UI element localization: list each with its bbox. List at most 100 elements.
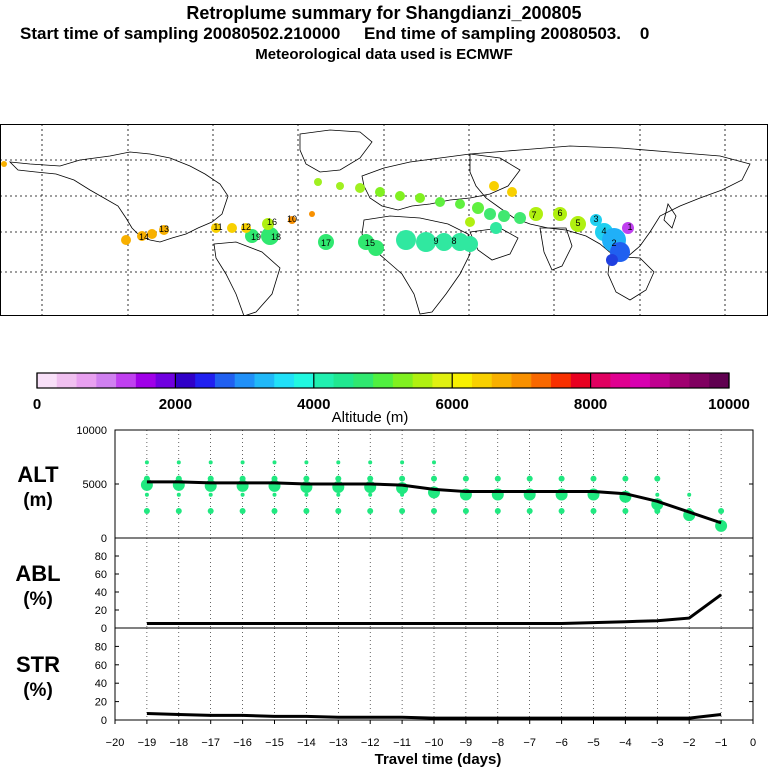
- plume-point: [318, 234, 334, 250]
- scatter-point: [368, 460, 373, 465]
- y-tick-label: 40: [95, 678, 107, 690]
- scatter-point: [208, 492, 213, 497]
- scatter-point: [431, 508, 437, 514]
- colorbar-cell: [56, 373, 78, 388]
- plume-point: [570, 216, 586, 232]
- x-axis-label: Travel time (days): [375, 751, 502, 768]
- colorbar-cell: [491, 373, 513, 388]
- plume-point: [489, 181, 499, 191]
- colorbar-tick-label: 2000: [159, 396, 192, 413]
- plume-point: [309, 211, 315, 217]
- panel-ylabel: STR: [16, 652, 60, 677]
- plume-point: [336, 182, 344, 190]
- scatter-point: [399, 508, 406, 514]
- scatter-point: [304, 460, 309, 465]
- y-tick-label: 0: [101, 533, 107, 545]
- series-line: [146, 480, 722, 525]
- plume-day-label: 3: [593, 214, 598, 224]
- colorbar-cell: [214, 373, 236, 388]
- colorbar-cell: [511, 373, 532, 388]
- colorbar-cell: [452, 373, 473, 388]
- colorbar-cell: [570, 373, 592, 388]
- plume-point: [465, 217, 475, 227]
- scatter-point: [335, 475, 342, 482]
- x-tick-label: −20: [106, 737, 125, 749]
- colorbar-cell: [274, 373, 295, 388]
- colorbar-cell: [116, 373, 137, 388]
- y-tick-label: 40: [95, 587, 107, 599]
- plume-day-label: 13: [159, 224, 169, 234]
- x-tick-label: −18: [169, 737, 188, 749]
- retroplume-map: 19 18 17 16 15 14 13 12 11 10 9 8 7 6 5 43 2 1: [0, 124, 768, 316]
- y-tick-label: 80: [95, 551, 107, 563]
- series-line: [146, 712, 722, 720]
- plume-day-label: 7: [531, 210, 536, 220]
- plume-point: [368, 240, 384, 256]
- scatter-point: [526, 475, 533, 482]
- colorbar-cell: [333, 373, 354, 388]
- plume-day-label: 18: [271, 232, 281, 242]
- panel-ylabel: ABL: [15, 561, 60, 586]
- y-tick-label: 60: [95, 569, 107, 581]
- plume-day-label: 15: [365, 238, 375, 248]
- plume-point: [395, 191, 405, 201]
- scatter-point: [175, 508, 182, 514]
- plume-day-label: 14: [139, 232, 149, 242]
- colorbar-cell: [630, 373, 651, 388]
- x-tick-label: −5: [587, 737, 600, 749]
- plume-point: [490, 222, 502, 234]
- plume-point: [245, 229, 259, 243]
- plume-point: [1, 161, 7, 167]
- plume-point: [227, 223, 237, 233]
- y-tick-label: 5000: [83, 479, 107, 491]
- plume-day-label: 8: [451, 236, 456, 246]
- scatter-point: [335, 508, 342, 514]
- plume-day-label: 4: [601, 226, 606, 236]
- scatter-point: [272, 460, 277, 465]
- scatter-point: [207, 508, 214, 514]
- india-coast: [539, 227, 573, 271]
- scatter-point: [144, 460, 149, 465]
- colorbar-tick-label: 4000: [297, 396, 330, 413]
- plume-point: [484, 208, 496, 220]
- japan-coast: [663, 203, 677, 229]
- colorbar-tick-label: 0: [33, 396, 41, 413]
- greenland-coast: [299, 129, 373, 173]
- x-tick-label: −8: [492, 737, 505, 749]
- x-tick-label: 0: [750, 737, 756, 749]
- plume-point: [590, 214, 602, 226]
- plume-day-label: 6: [557, 208, 562, 218]
- north-america-coast: [8, 151, 229, 243]
- scatter-point: [207, 475, 214, 482]
- colorbar-cell: [471, 373, 493, 388]
- plume-day-label: 10: [287, 214, 297, 224]
- x-tick-label: −11: [393, 737, 411, 749]
- plume-point: [314, 178, 322, 186]
- south-america-coast: [213, 241, 281, 316]
- colorbar-cell: [135, 373, 157, 388]
- colorbar-cell: [37, 373, 58, 388]
- se-asia-coast: [607, 255, 655, 301]
- plume-day-label: 9: [433, 236, 438, 246]
- scatter-point: [176, 460, 181, 465]
- scatter-point: [368, 492, 373, 497]
- colorbar-cell: [353, 373, 374, 388]
- plume-day-label: 16: [267, 217, 277, 227]
- scatter-point: [304, 492, 309, 497]
- scatter-point: [271, 475, 278, 482]
- scatter-point: [336, 492, 341, 497]
- x-tick-label: −14: [297, 737, 316, 749]
- x-tick-label: −3: [651, 737, 664, 749]
- colorbar-cell: [610, 373, 631, 388]
- plume-trajectory: [1, 161, 634, 266]
- scatter-point: [144, 492, 149, 497]
- plume-day-label: 17: [321, 238, 331, 248]
- colorbar-cell: [531, 373, 552, 388]
- panel-alt: 0 5000 10000 ALT (m): [17, 425, 754, 545]
- x-tick-label: −13: [329, 737, 348, 749]
- colorbar-cell: [373, 373, 394, 388]
- colorbar-cell: [649, 373, 671, 388]
- x-tick-label: −16: [233, 737, 252, 749]
- plume-point: [262, 218, 274, 230]
- plume-point: [241, 223, 251, 233]
